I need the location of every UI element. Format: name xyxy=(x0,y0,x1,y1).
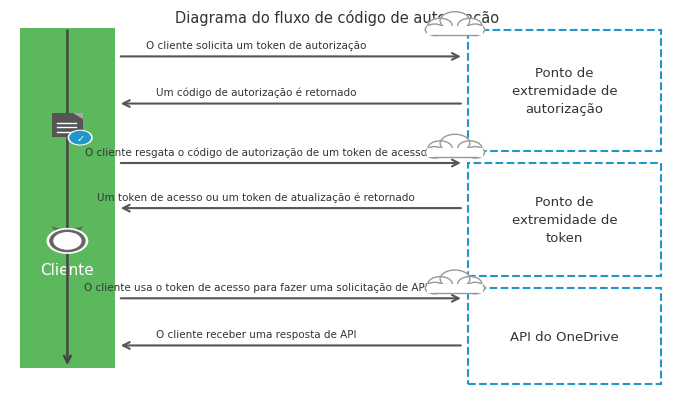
Circle shape xyxy=(428,19,452,34)
Text: Ponto de
extremidade de
token: Ponto de extremidade de token xyxy=(512,196,617,244)
Bar xyxy=(52,113,83,137)
Text: Diagrama do fluxo de código de autorização: Diagrama do fluxo de código de autorizaç… xyxy=(175,10,499,26)
Text: Ponto de
extremidade de
autorização: Ponto de extremidade de autorização xyxy=(512,67,617,115)
Circle shape xyxy=(466,147,485,159)
Bar xyxy=(427,27,483,36)
Bar xyxy=(20,29,115,368)
Circle shape xyxy=(425,283,444,294)
Circle shape xyxy=(440,135,470,153)
Text: Cliente: Cliente xyxy=(40,263,94,277)
Circle shape xyxy=(428,142,452,156)
Circle shape xyxy=(47,229,88,254)
Circle shape xyxy=(425,25,444,36)
Circle shape xyxy=(54,233,81,249)
Text: Um token de acesso ou um token de atualização é retornado: Um token de acesso ou um token de atuali… xyxy=(97,192,415,202)
Circle shape xyxy=(458,142,482,156)
Circle shape xyxy=(466,283,485,294)
Text: API do OneDrive: API do OneDrive xyxy=(510,330,619,343)
Circle shape xyxy=(458,19,482,34)
Circle shape xyxy=(428,277,452,292)
Polygon shape xyxy=(73,113,83,119)
Circle shape xyxy=(458,277,482,292)
Bar xyxy=(468,31,661,151)
Bar xyxy=(427,149,483,158)
Text: O cliente receber uma resposta de API: O cliente receber uma resposta de API xyxy=(156,330,357,339)
Polygon shape xyxy=(69,227,84,239)
Circle shape xyxy=(466,25,485,36)
Text: O cliente usa o token de acesso para fazer uma solicitação de API: O cliente usa o token de acesso para faz… xyxy=(84,283,428,292)
Circle shape xyxy=(440,270,470,288)
Bar xyxy=(468,288,661,384)
Circle shape xyxy=(70,132,90,144)
Bar xyxy=(468,164,661,276)
Circle shape xyxy=(68,131,92,146)
Text: Um código de autorização é retornado: Um código de autorização é retornado xyxy=(156,88,357,98)
Circle shape xyxy=(425,147,444,159)
Text: O cliente solicita um token de autorização: O cliente solicita um token de autorizaç… xyxy=(146,41,366,51)
Polygon shape xyxy=(51,227,66,239)
Circle shape xyxy=(440,13,470,31)
Text: ✓: ✓ xyxy=(76,133,84,143)
Text: O cliente resgata o código de autorização de um token de acesso: O cliente resgata o código de autorizaçã… xyxy=(85,147,427,157)
Bar xyxy=(427,284,483,293)
Circle shape xyxy=(50,231,85,252)
